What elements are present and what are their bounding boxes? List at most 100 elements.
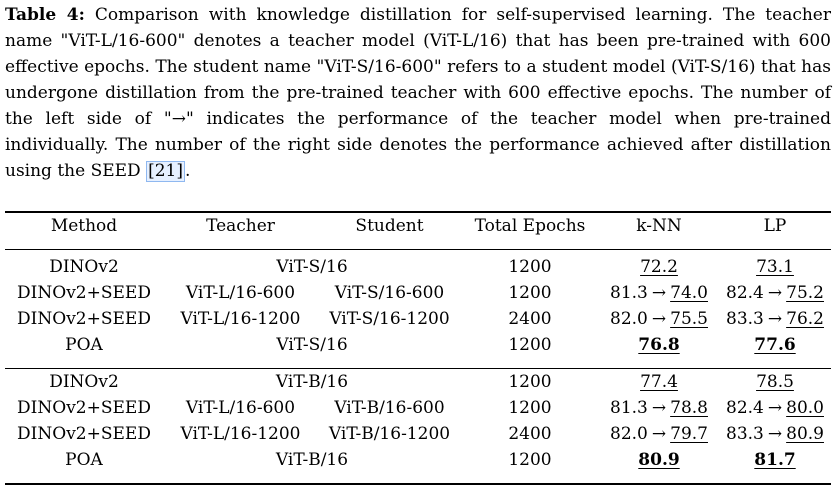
- teacher-cell: ViT-L/16-1200: [180, 309, 301, 329]
- model-cell: ViT-B/16: [275, 450, 349, 470]
- lp-cell: 73.1: [719, 254, 831, 280]
- lp-cell: 83.3 → 80.9: [719, 421, 831, 447]
- lp-cell: 77.6: [719, 332, 831, 358]
- header-total-epochs: Total Epochs: [474, 216, 586, 236]
- lp-cell: 78.5: [719, 369, 831, 395]
- table-row: DINOv2 ViT-B/16 1200 77.4 78.5: [5, 369, 831, 395]
- knn-cell: 81.3 → 74.0: [599, 280, 719, 306]
- lp-teacher-value: 83.3: [726, 424, 764, 444]
- knn-teacher-value: 82.0: [610, 424, 648, 444]
- caption-label: Table 4:: [5, 5, 85, 25]
- header-teacher: Teacher: [206, 216, 275, 236]
- arrow-icon: →: [767, 309, 783, 329]
- table-row: POA ViT-S/16 1200 76.8 77.6: [5, 332, 831, 358]
- epochs-cell: 1200: [508, 372, 552, 392]
- knn-distilled-value: 74.0: [670, 283, 708, 303]
- lp-value: 78.5: [756, 372, 794, 392]
- lp-cell: 81.7: [719, 447, 831, 473]
- teacher-cell: ViT-L/16-600: [185, 398, 296, 418]
- epochs-cell: 1200: [508, 450, 552, 470]
- lp-cell: 83.3 → 76.2: [719, 306, 831, 332]
- table-row: DINOv2+SEED ViT-L/16-1200 ViT-S/16-1200 …: [5, 306, 831, 332]
- knn-cell: 80.9: [599, 447, 719, 473]
- knn-distilled-value: 75.5: [670, 309, 708, 329]
- knn-cell: 72.2: [599, 254, 719, 280]
- method-cell: DINOv2+SEED: [17, 398, 151, 418]
- knn-cell: 82.0 → 79.7: [599, 421, 719, 447]
- results-table: Method Teacher Student Total Epochs k-NN…: [5, 216, 831, 473]
- epochs-cell: 1200: [508, 257, 552, 277]
- epochs-cell: 1200: [508, 335, 552, 355]
- method-cell: POA: [65, 335, 103, 355]
- knn-distilled-value: 78.8: [670, 398, 708, 418]
- table-row: DINOv2 ViT-S/16 1200 72.2 73.1: [5, 254, 831, 280]
- knn-cell: 76.8: [599, 332, 719, 358]
- header-rule: [5, 249, 831, 250]
- lp-distilled-value: 80.0: [786, 398, 824, 418]
- knn-cell: 81.3 → 78.8: [599, 395, 719, 421]
- header-student: Student: [355, 216, 424, 236]
- epochs-cell: 1200: [508, 283, 552, 303]
- top-rule: [5, 211, 831, 213]
- model-cell: ViT-S/16: [276, 257, 348, 277]
- knn-value: 72.2: [640, 257, 678, 277]
- student-cell: ViT-S/16-600: [334, 283, 445, 303]
- lp-teacher-value: 82.4: [726, 398, 764, 418]
- knn-value: 77.4: [640, 372, 678, 392]
- student-cell: ViT-S/16-1200: [329, 309, 450, 329]
- arrow-icon: →: [651, 424, 667, 444]
- lp-distilled-value: 75.2: [786, 283, 824, 303]
- lp-teacher-value: 82.4: [726, 283, 764, 303]
- knn-teacher-value: 81.3: [610, 398, 648, 418]
- method-cell: DINOv2: [49, 257, 119, 277]
- arrow-icon: →: [651, 309, 667, 329]
- arrow-icon: →: [767, 424, 783, 444]
- method-cell: DINOv2: [49, 372, 119, 392]
- epochs-cell: 2400: [508, 309, 552, 329]
- header-lp: LP: [763, 216, 787, 236]
- header-row: Method Teacher Student Total Epochs k-NN…: [5, 216, 831, 246]
- arrow-icon: →: [651, 283, 667, 303]
- arrow-icon: →: [767, 283, 783, 303]
- student-cell: ViT-B/16-1200: [328, 424, 451, 444]
- student-cell: ViT-B/16-600: [334, 398, 445, 418]
- caption-text: Comparison with knowledge distillation f…: [5, 5, 831, 181]
- arrow-icon: →: [767, 398, 783, 418]
- knn-best-value: 80.9: [638, 450, 680, 470]
- lp-distilled-value: 80.9: [786, 424, 824, 444]
- lp-cell: 82.4 → 75.2: [719, 280, 831, 306]
- knn-teacher-value: 82.0: [610, 309, 648, 329]
- model-cell: ViT-S/16: [276, 335, 348, 355]
- lp-teacher-value: 83.3: [726, 309, 764, 329]
- method-cell: DINOv2+SEED: [17, 283, 151, 303]
- lp-value: 73.1: [756, 257, 794, 277]
- bottom-rule: [5, 483, 831, 485]
- method-cell: POA: [65, 450, 103, 470]
- citation-link[interactable]: [21]: [146, 161, 185, 182]
- lp-distilled-value: 76.2: [786, 309, 824, 329]
- table-row: DINOv2+SEED ViT-L/16-600 ViT-S/16-600 12…: [5, 280, 831, 306]
- knn-cell: 77.4: [599, 369, 719, 395]
- table-row: DINOv2+SEED ViT-L/16-600 ViT-B/16-600 12…: [5, 395, 831, 421]
- teacher-cell: ViT-L/16-600: [185, 283, 296, 303]
- lp-best-value: 77.6: [754, 335, 796, 355]
- group-separator-rule: [5, 368, 831, 369]
- method-cell: DINOv2+SEED: [17, 424, 151, 444]
- header-knn: k-NN: [636, 216, 682, 236]
- lp-cell: 82.4 → 80.0: [719, 395, 831, 421]
- table-row: POA ViT-B/16 1200 80.9 81.7: [5, 447, 831, 473]
- epochs-cell: 1200: [508, 398, 552, 418]
- table-caption: Table 4: Comparison with knowledge disti…: [5, 2, 831, 184]
- caption-end: .: [185, 161, 191, 181]
- method-cell: DINOv2+SEED: [17, 309, 151, 329]
- knn-distilled-value: 79.7: [670, 424, 708, 444]
- knn-best-value: 76.8: [638, 335, 680, 355]
- knn-cell: 82.0 → 75.5: [599, 306, 719, 332]
- knn-teacher-value: 81.3: [610, 283, 648, 303]
- epochs-cell: 2400: [508, 424, 552, 444]
- table-row: DINOv2+SEED ViT-L/16-1200 ViT-B/16-1200 …: [5, 421, 831, 447]
- header-method: Method: [50, 216, 118, 236]
- teacher-cell: ViT-L/16-1200: [180, 424, 301, 444]
- lp-best-value: 81.7: [754, 450, 796, 470]
- arrow-icon: →: [651, 398, 667, 418]
